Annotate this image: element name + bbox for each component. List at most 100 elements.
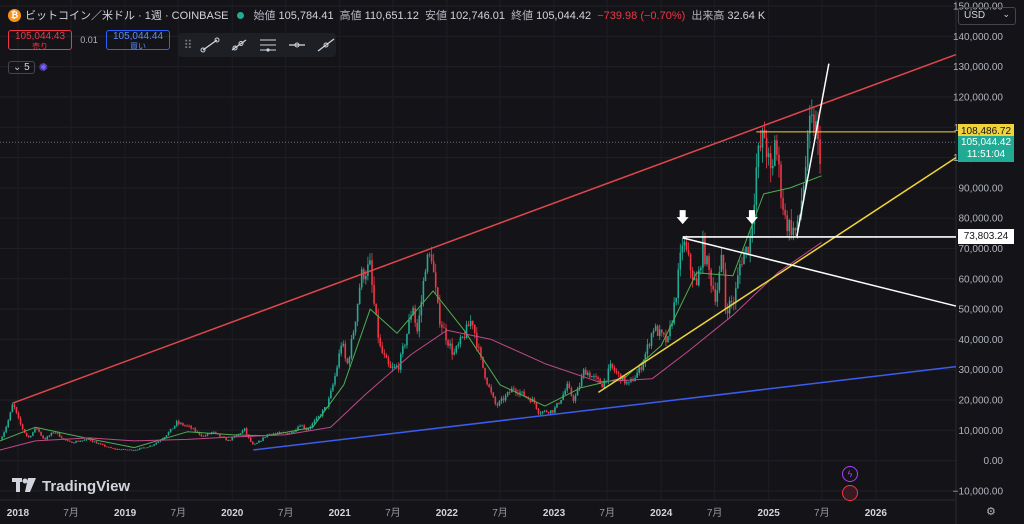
- candle-body: [229, 440, 231, 441]
- candle-body: [81, 440, 84, 442]
- ray-tool-icon[interactable]: [229, 36, 250, 54]
- candle-body: [210, 432, 213, 434]
- candle-body: [268, 433, 271, 435]
- candle-body: [5, 426, 7, 433]
- candle-body: [145, 447, 147, 449]
- candle-body: [722, 254, 725, 270]
- candle-body: [710, 269, 712, 286]
- bolt-icon[interactable]: ϟ: [842, 466, 858, 482]
- candle-body: [75, 441, 77, 443]
- candle-body: [315, 417, 318, 421]
- symbol-title[interactable]: ビットコイン／米ドル · 1週 · COINBASE: [25, 10, 229, 22]
- candle-body: [570, 388, 573, 396]
- candle-body: [776, 140, 778, 155]
- extended-line-tool-icon[interactable]: [315, 36, 336, 54]
- candle-body: [3, 432, 5, 437]
- candle-body: [25, 432, 28, 436]
- spread-value: 0.01: [80, 35, 98, 45]
- indicator-toggle[interactable]: ⌄ 5: [8, 61, 35, 74]
- candle-body: [687, 249, 690, 255]
- change-value: −739.98 (−0.70%): [597, 10, 686, 22]
- candle-body: [465, 324, 468, 339]
- candle-body: [221, 436, 223, 438]
- candle-body: [87, 439, 90, 440]
- candle-body: [455, 346, 458, 353]
- candle-body: [615, 371, 618, 373]
- candle-body: [761, 129, 764, 148]
- candle-body: [110, 447, 112, 449]
- candle-body: [587, 372, 589, 375]
- flag-icon[interactable]: [842, 485, 858, 501]
- candle-body: [478, 347, 480, 349]
- candle-body: [130, 449, 133, 451]
- candle-body: [155, 442, 158, 445]
- candle-body: [208, 433, 211, 435]
- candle-body: [747, 246, 749, 254]
- candle-body: [771, 165, 774, 169]
- candle-body: [558, 403, 560, 404]
- candle-body: [519, 392, 521, 395]
- currency-select[interactable]: USD ⌄: [958, 7, 1016, 25]
- candle-body: [741, 264, 743, 265]
- candle-body: [679, 252, 682, 270]
- settings-icon[interactable]: ⚙: [986, 506, 996, 518]
- y-tick-label: 90,000.00: [959, 183, 1004, 194]
- candle-body: [597, 377, 599, 380]
- candle-body: [194, 428, 197, 432]
- candle-body: [365, 275, 367, 280]
- candle-body: [767, 153, 770, 158]
- candle-body: [192, 428, 194, 430]
- candle-body: [399, 354, 402, 370]
- candle-body: [749, 238, 751, 254]
- candle-body: [459, 337, 462, 345]
- candle-body: [30, 435, 32, 438]
- candle-body: [182, 423, 184, 426]
- candle-body: [792, 227, 795, 235]
- indicator-settings-icon[interactable]: ✺: [38, 62, 48, 74]
- candle-body: [492, 392, 495, 398]
- candle-body: [467, 324, 470, 327]
- candle-body: [556, 403, 558, 408]
- drag-handle-icon[interactable]: ⠿: [183, 38, 193, 52]
- candle-body: [151, 445, 153, 447]
- candle-body: [745, 246, 747, 254]
- candle-body: [180, 423, 182, 425]
- candle-body: [506, 392, 509, 396]
- candle-body: [426, 254, 429, 272]
- candle-body: [21, 424, 24, 430]
- candle-body: [424, 271, 427, 281]
- candle-body: [311, 423, 314, 427]
- candle-body: [665, 334, 667, 343]
- candle-body: [50, 432, 53, 436]
- trade-panel: 105,044.43 売り 0.01 105,044.44 買い: [8, 30, 170, 51]
- candle-body: [646, 344, 649, 354]
- fib-tool-icon[interactable]: [258, 36, 279, 54]
- horizontal-line-tool-icon[interactable]: [286, 36, 307, 54]
- buy-button[interactable]: 105,044.44 買い: [106, 30, 170, 51]
- candle-body: [116, 449, 118, 450]
- x-tick-label: 2026: [865, 508, 888, 519]
- candle-body: [231, 437, 234, 441]
- candle-body: [134, 449, 137, 451]
- candle-body: [19, 418, 22, 425]
- y-tick-label: −10,000.00: [953, 486, 1004, 497]
- arrow-marker: [676, 210, 689, 225]
- trend-line-white-down: [682, 237, 957, 307]
- candle-body: [307, 428, 310, 431]
- candle-body: [712, 285, 714, 290]
- candle-body: [743, 253, 745, 265]
- candle-body: [661, 329, 663, 333]
- candle-body: [453, 352, 456, 355]
- candle-body: [54, 432, 57, 434]
- candle-body: [554, 407, 556, 413]
- candle-body: [412, 307, 414, 316]
- candle-body: [504, 395, 507, 401]
- candle-body: [730, 300, 733, 303]
- tradingview-logo: TradingView: [12, 478, 130, 495]
- trend-line-tool-icon[interactable]: [200, 36, 221, 54]
- candle-body: [303, 425, 305, 429]
- sell-button[interactable]: 105,044.43 売り: [8, 30, 72, 51]
- candle-body: [564, 390, 567, 395]
- candle-body: [317, 416, 320, 418]
